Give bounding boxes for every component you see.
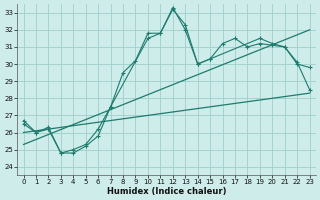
X-axis label: Humidex (Indice chaleur): Humidex (Indice chaleur) bbox=[107, 187, 226, 196]
